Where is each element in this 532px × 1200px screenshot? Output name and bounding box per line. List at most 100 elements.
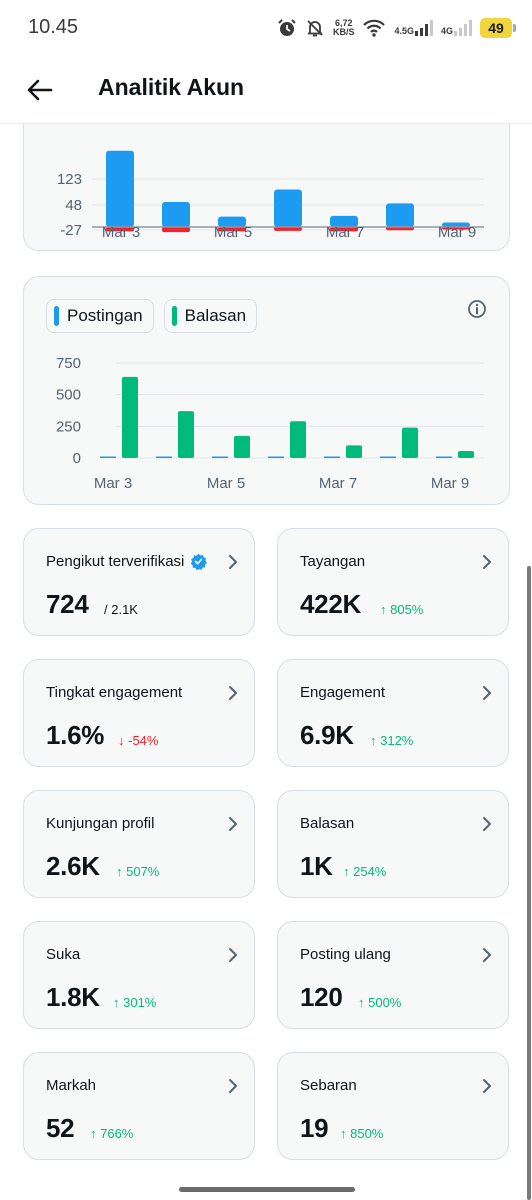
chart-posts-replies: 750 500 250 0 Mar 3 Mar 5 Mar 7 Mar 9 [56, 355, 484, 492]
legend-label-postingan: Postingan [67, 306, 143, 325]
scrollbar[interactable] [527, 566, 531, 1200]
stat-label-text: Tayangan [300, 553, 366, 570]
bar-negative[interactable] [106, 227, 134, 232]
legend-swatch-balasan [171, 306, 177, 326]
stat-label-text: Sebaran [300, 1077, 357, 1094]
stat-value: 2.6K [46, 851, 100, 881]
arrow-left-icon [27, 79, 53, 101]
bar-postingan[interactable] [324, 456, 340, 459]
stat-label: Suka [46, 946, 80, 963]
y-tick-label: 123 [57, 171, 82, 188]
info-icon[interactable] [467, 299, 487, 319]
stat-delta: ↑ 254% [343, 864, 387, 879]
chevron-right-icon [483, 555, 491, 569]
stat-value: 1.6% [46, 720, 105, 750]
stat-card[interactable]: Tayangan 422K ↑ 805% [277, 528, 509, 636]
bar-positive[interactable] [442, 222, 470, 227]
signal-icon: 4.5G [394, 20, 433, 36]
chart-card-posts-replies: Postingan Balasan 750 500 250 0 Mar 3 Mar 5 Ma… [23, 276, 510, 505]
chevron-right-icon [229, 948, 237, 962]
bar-negative[interactable] [330, 227, 358, 232]
verified-badge-icon [191, 553, 208, 570]
stat-value: 52 [46, 1113, 75, 1143]
bar-balasan[interactable] [290, 421, 306, 458]
chart-card-engagement: 123 48 -27 Mar 3 Mar 5 Mar 7 Mar 9 [23, 124, 510, 251]
bar-balasan[interactable] [402, 427, 418, 458]
bar-postingan[interactable] [156, 456, 172, 459]
x-tick-label: Mar 5 [214, 224, 252, 241]
x-tick-label: Mar 7 [326, 224, 364, 241]
mute-icon [307, 20, 323, 37]
stat-delta: ↑ 766% [90, 1126, 134, 1141]
stat-card[interactable]: Sebaran 19 ↑ 850% [277, 1052, 509, 1160]
legend-label-balasan: Balasan [184, 306, 247, 325]
net-speed: 6,72 KB/S [332, 18, 355, 37]
bar-postingan[interactable] [212, 456, 228, 459]
stat-delta: ↑ 312% [370, 733, 414, 748]
legend-postingan[interactable]: Postingan [46, 299, 154, 333]
stat-delta: ↓ -54% [118, 733, 159, 748]
bar-positive[interactable] [274, 189, 302, 227]
bar-negative[interactable] [386, 227, 414, 231]
stat-label: Sebaran [300, 1077, 357, 1094]
bar-balasan[interactable] [458, 451, 474, 458]
bar-balasan[interactable] [178, 411, 194, 458]
chevron-right-icon [483, 1079, 491, 1093]
y-tick-label: 250 [56, 418, 81, 435]
stat-label-text: Posting ulang [300, 946, 391, 963]
bar-postingan[interactable] [436, 456, 452, 459]
stat-card[interactable]: Kunjungan profil 2.6K ↑ 507% [23, 790, 255, 898]
stat-label-text: Markah [46, 1077, 97, 1094]
chart-engagement: 123 48 -27 Mar 3 Mar 5 Mar 7 Mar 9 [57, 150, 484, 241]
status-bar: 10.45 6,72 KB/S 4.5G 4G 4 [0, 0, 532, 56]
bar-positive[interactable] [162, 202, 190, 227]
stat-value: 1K [300, 851, 333, 881]
y-tick-label: 500 [56, 387, 81, 404]
bar-negative[interactable] [274, 227, 302, 231]
bar-positive[interactable] [386, 203, 414, 227]
stat-label: Tayangan [300, 553, 365, 570]
stat-value: 1.8K [46, 982, 100, 1012]
legend-swatch-postingan [54, 306, 59, 326]
stat-card[interactable]: Pengikut terverifikasi 724 / 2.1K [23, 528, 255, 636]
stat-card[interactable]: Balasan 1K ↑ 254% [277, 790, 509, 898]
bar-balasan[interactable] [234, 435, 250, 458]
scroll-content[interactable]: 123 48 -27 Mar 3 Mar 5 Mar 7 Mar 9 Postingan B… [0, 124, 532, 1200]
stat-label: Posting ulang [300, 946, 391, 963]
stat-card[interactable]: Markah 52 ↑ 766% [23, 1052, 255, 1160]
stat-value: 120 [300, 982, 343, 1012]
chevron-right-icon [483, 817, 491, 831]
bar-postingan[interactable] [100, 456, 116, 459]
stat-label-text: Engagement [300, 684, 386, 701]
bar-postingan[interactable] [380, 456, 396, 459]
chevron-right-icon [229, 555, 237, 569]
back-button[interactable] [20, 70, 60, 110]
y-tick-label: 48 [65, 197, 82, 214]
stat-label-text: Pengikut terverifikasi [46, 553, 185, 570]
chevron-right-icon [483, 686, 491, 700]
stat-card[interactable]: Suka 1.8K ↑ 301% [23, 921, 255, 1029]
bar-positive[interactable] [218, 216, 246, 227]
stat-card[interactable]: Tingkat engagement 1.6% ↓ -54% [23, 659, 255, 767]
legend-balasan[interactable]: Balasan [163, 299, 258, 333]
status-icons: 6,72 KB/S 4.5G 4G 49 [277, 14, 516, 42]
bar-negative[interactable] [218, 227, 246, 232]
stat-value: 422K [300, 589, 361, 619]
y-tick-label: 750 [56, 355, 81, 372]
gesture-handle[interactable] [179, 1187, 355, 1192]
stat-label-text: Tingkat engagement [46, 684, 183, 701]
bar-positive[interactable] [330, 215, 358, 227]
stat-label-text: Kunjungan profil [46, 815, 155, 832]
bar-balasan[interactable] [346, 445, 362, 458]
stat-card[interactable]: Engagement 6.9K ↑ 312% [277, 659, 509, 767]
bar-positive[interactable] [106, 150, 134, 227]
bar-balasan[interactable] [122, 376, 138, 458]
stat-delta: ↑ 805% [380, 602, 424, 617]
status-time: 10.45 [28, 16, 79, 38]
page-title: Analitik Akun [98, 74, 245, 100]
wifi-icon [363, 19, 386, 37]
stat-label-text: Suka [46, 946, 81, 963]
bar-postingan[interactable] [268, 456, 284, 459]
bar-negative[interactable] [162, 227, 190, 233]
stat-card[interactable]: Posting ulang 120 ↑ 500% [277, 921, 509, 1029]
